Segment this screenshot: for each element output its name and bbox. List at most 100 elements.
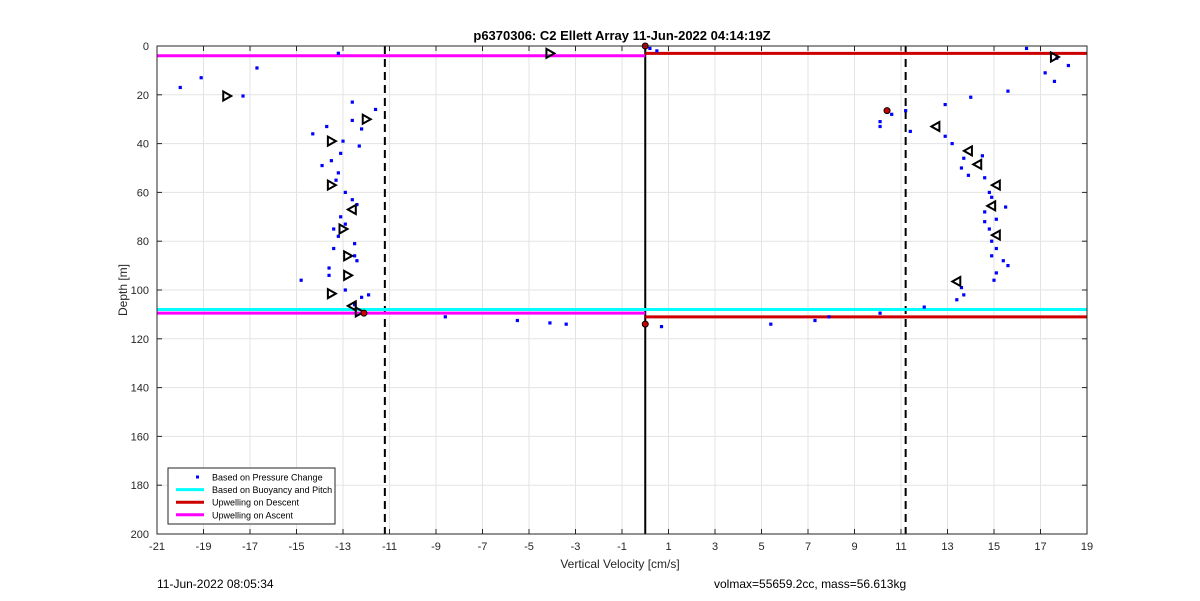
pressure-change-point — [990, 239, 994, 243]
y-tick-labels: 0 20 40 60 80 100 120 140 160 180 200 — [131, 41, 149, 541]
y-tick-label: 100 — [131, 285, 149, 297]
pressure-change-point — [241, 94, 245, 98]
legend-label: Upwelling on Descent — [212, 498, 300, 508]
y-tick-label: 40 — [137, 139, 149, 151]
pressure-change-point — [350, 118, 354, 123]
x-tick-label: -19 — [196, 541, 212, 553]
pressure-change-point — [983, 176, 987, 180]
x-tick-label: -9 — [431, 541, 441, 553]
y-tick-label: 160 — [131, 431, 149, 443]
pressure-change-point — [943, 134, 947, 138]
pressure-change-point — [1006, 264, 1010, 268]
pressure-change-point — [548, 321, 552, 325]
x-tick-label: -3 — [571, 541, 581, 553]
x-tick-label: -13 — [335, 541, 351, 553]
descent-marker — [345, 299, 357, 313]
pressure-change-point — [336, 51, 340, 55]
pressure-change-point — [299, 278, 303, 282]
pressure-change-point — [992, 278, 996, 282]
x-tick-label: 1 — [665, 541, 671, 553]
pressure-change-point — [353, 242, 357, 246]
axes — [156, 45, 1088, 535]
upwelling-lines — [157, 51, 1087, 319]
pressure-change-point — [341, 139, 345, 143]
pressure-change-point — [962, 156, 966, 160]
pressure-change-point — [959, 285, 964, 290]
pressure-change-point — [659, 325, 664, 329]
y-tick-label: 60 — [137, 187, 149, 199]
reference-vertical-lines — [383, 46, 907, 534]
pressure-change-point — [994, 246, 998, 251]
pressure-change-point — [890, 112, 894, 116]
ascent-marker — [545, 47, 557, 60]
pressure-change-point — [1001, 259, 1005, 263]
pressure-change-point — [943, 102, 947, 107]
x-axis-label: Vertical Velocity [cm/s] — [560, 557, 679, 571]
y-tick-label: 180 — [131, 480, 149, 492]
pressure-change-point — [769, 322, 773, 326]
descent-marker — [989, 178, 1001, 192]
pressure-change-point — [990, 195, 994, 199]
pressure-change-point — [962, 293, 966, 297]
pressure-change-point — [339, 151, 343, 155]
pressure-change-point — [959, 166, 964, 170]
x-tick-label: -11 — [382, 541, 397, 553]
pressure-change-point — [904, 109, 908, 113]
pressure-change-point — [336, 171, 340, 175]
ascent-marker — [354, 305, 366, 319]
pressure-change-point — [878, 311, 882, 315]
pressure-change-point — [320, 163, 324, 168]
x-tick-label: -7 — [478, 541, 488, 553]
x-tick-label: 9 — [851, 541, 857, 553]
ascent-marker — [326, 287, 338, 300]
pressure-change-point — [336, 234, 340, 238]
ascent-marker — [343, 249, 355, 263]
x-tick-label: -17 — [242, 541, 258, 553]
descent-marker — [985, 199, 997, 213]
descent-marker — [989, 228, 1001, 242]
pressure-change-point — [339, 215, 343, 219]
pressure-change-point — [950, 142, 954, 146]
pressure-change-point — [199, 76, 203, 80]
descent-marker — [971, 158, 983, 171]
circle-marker — [360, 309, 368, 317]
pressure-change-point — [311, 132, 315, 136]
pressure-change-point — [980, 154, 984, 158]
pressure-change-point — [648, 46, 652, 51]
legend-label: Based on Pressure Change — [212, 473, 323, 483]
pressure-change-point — [987, 190, 991, 194]
x-tick-label: 19 — [1081, 541, 1093, 553]
pressure-change-point — [178, 85, 182, 90]
pressure-change-point — [878, 124, 882, 129]
pressure-change-point — [564, 322, 568, 326]
ascent-marker — [222, 89, 234, 103]
y-tick-label: 120 — [131, 334, 149, 346]
pressure-change-point — [1004, 205, 1008, 209]
pressure-change-point — [1043, 71, 1047, 75]
descent-marker — [961, 144, 973, 158]
pressure-change-point — [353, 254, 357, 258]
legend-swatch — [196, 475, 199, 479]
ascent-marker — [338, 222, 350, 236]
legend: Based on Pressure Change Based on Buoyanc… — [167, 467, 336, 525]
footer-timestamp: 11-Jun-2022 08:05:34 — [157, 577, 274, 591]
pressure-change-point — [332, 246, 336, 251]
pressure-change-point — [908, 129, 912, 133]
x-tick-label: 3 — [712, 541, 718, 553]
ascent-marker — [343, 269, 355, 282]
x-tick-label: 5 — [758, 541, 764, 553]
pressure-change-point — [813, 318, 817, 323]
pressure-change-point — [360, 127, 364, 131]
pressure-change-point — [983, 210, 987, 214]
descent-marker — [929, 120, 941, 133]
ascent-marker — [326, 178, 338, 192]
pressure-change-point — [1066, 63, 1070, 68]
pressure-change-point — [1024, 46, 1029, 51]
pressure-change-point — [366, 293, 371, 297]
x-tick-label: 11 — [895, 541, 906, 553]
legend-label: Upwelling on Ascent — [212, 510, 294, 520]
pressure-change-point — [1006, 89, 1010, 93]
x-tick-label: -21 — [149, 541, 165, 553]
y-tick-label: 200 — [131, 529, 149, 541]
